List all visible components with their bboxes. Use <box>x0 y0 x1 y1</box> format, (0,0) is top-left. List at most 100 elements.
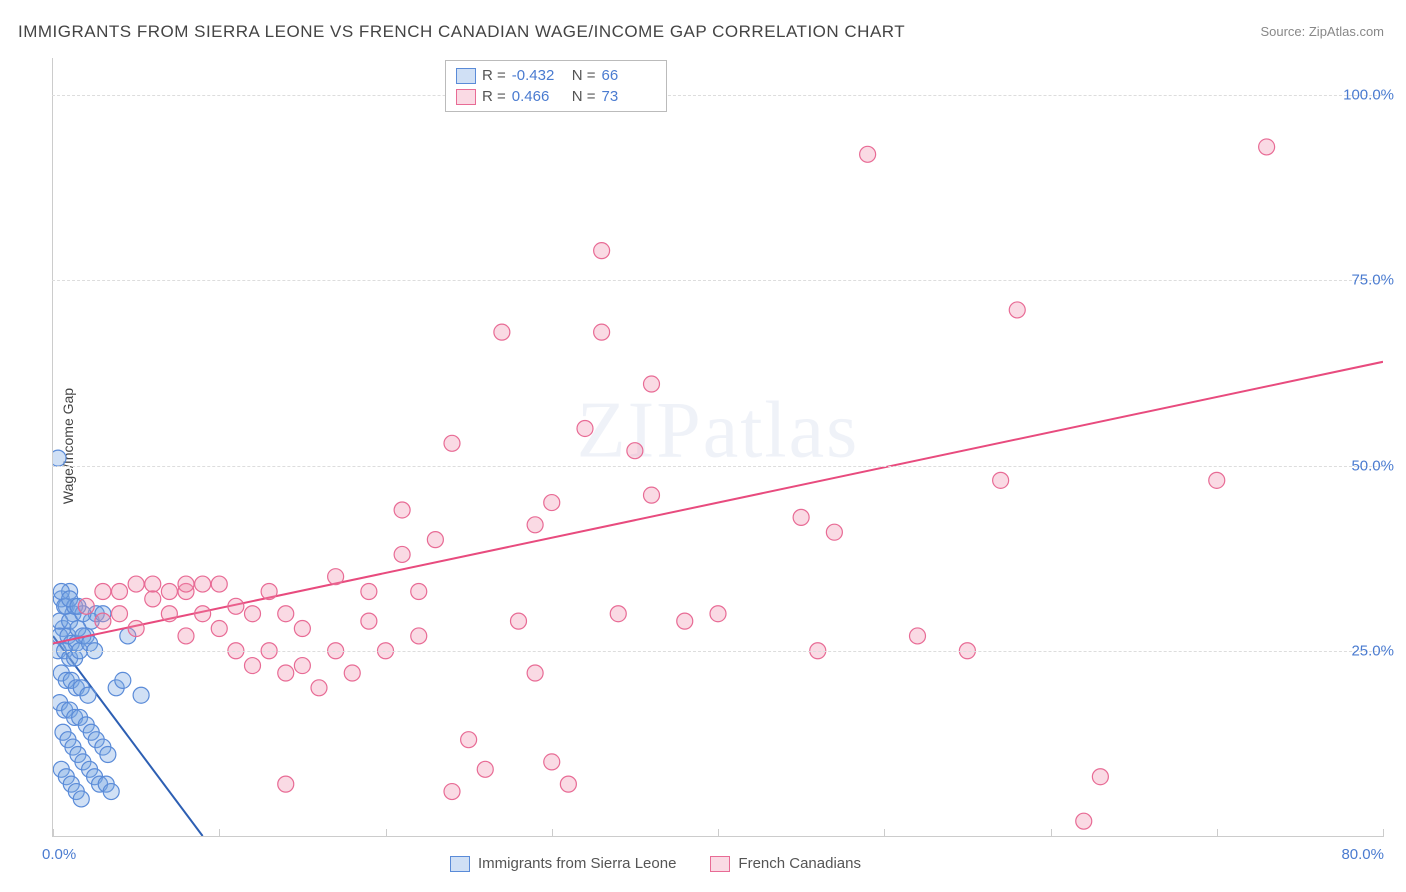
y-tick-label: 100.0% <box>1343 87 1394 104</box>
data-point <box>228 598 244 614</box>
data-point <box>100 746 116 762</box>
data-point <box>444 435 460 451</box>
x-tick <box>1217 829 1218 837</box>
data-point <box>1209 472 1225 488</box>
data-point <box>80 687 96 703</box>
data-point <box>394 546 410 562</box>
data-point <box>78 598 94 614</box>
data-point <box>70 746 86 762</box>
data-point <box>73 791 89 807</box>
data-point <box>53 583 69 599</box>
stats-legend: R =-0.432N =66R =0.466N =73 <box>445 60 667 112</box>
data-point <box>527 665 543 681</box>
x-origin-label: 0.0% <box>42 846 76 863</box>
n-label: N = <box>572 65 596 86</box>
data-point <box>87 769 103 785</box>
gridline <box>52 95 1382 96</box>
data-point <box>328 569 344 585</box>
n-value: 73 <box>602 86 656 107</box>
trend-line <box>53 362 1383 644</box>
data-point <box>83 613 99 629</box>
data-point <box>53 450 66 466</box>
data-point <box>95 606 111 622</box>
data-point <box>461 732 477 748</box>
data-point <box>128 621 144 637</box>
y-tick-label: 50.0% <box>1351 457 1394 474</box>
y-tick-label: 25.0% <box>1351 642 1394 659</box>
data-point <box>544 754 560 770</box>
data-point <box>75 754 91 770</box>
data-point <box>278 776 294 792</box>
data-point <box>92 776 108 792</box>
data-point <box>361 613 377 629</box>
data-point <box>178 576 194 592</box>
data-point <box>112 583 128 599</box>
chart-title: IMMIGRANTS FROM SIERRA LEONE VS FRENCH C… <box>18 22 905 42</box>
data-point <box>344 665 360 681</box>
data-point <box>411 583 427 599</box>
data-point <box>115 672 131 688</box>
data-point <box>55 724 71 740</box>
data-point <box>63 776 79 792</box>
data-point <box>68 680 84 696</box>
data-point <box>1076 813 1092 829</box>
x-tick <box>386 829 387 837</box>
data-point <box>494 324 510 340</box>
data-point <box>161 583 177 599</box>
data-point <box>68 635 84 651</box>
data-point <box>98 776 114 792</box>
data-point <box>72 709 88 725</box>
legend-swatch <box>710 856 730 872</box>
data-point <box>70 598 86 614</box>
data-point <box>53 628 68 644</box>
legend-label: French Canadians <box>738 855 861 872</box>
x-tick <box>53 829 54 837</box>
stats-row: R =0.466N =73 <box>456 86 656 107</box>
data-point <box>75 606 91 622</box>
data-point <box>67 709 83 725</box>
data-point <box>88 606 104 622</box>
data-point <box>53 591 69 607</box>
data-point <box>860 146 876 162</box>
data-point <box>60 628 76 644</box>
data-point <box>82 635 98 651</box>
data-point <box>68 784 84 800</box>
data-point <box>211 576 227 592</box>
data-point <box>95 739 111 755</box>
watermark: ZIPatlas <box>577 386 860 477</box>
data-point <box>278 665 294 681</box>
data-point <box>53 695 68 711</box>
data-point <box>95 583 111 599</box>
data-point <box>58 598 74 614</box>
r-label: R = <box>482 86 506 107</box>
data-point <box>577 420 593 436</box>
data-point <box>610 606 626 622</box>
data-point <box>53 761 69 777</box>
chart-svg <box>53 58 1383 836</box>
data-point <box>195 576 211 592</box>
data-point <box>1259 139 1275 155</box>
data-point <box>145 591 161 607</box>
bottom-legend: Immigrants from Sierra Leone French Canad… <box>450 855 861 872</box>
stats-row: R =-0.432N =66 <box>456 65 656 86</box>
data-point <box>67 650 83 666</box>
legend-swatch <box>456 68 476 84</box>
trend-line <box>53 636 203 836</box>
data-point <box>594 324 610 340</box>
x-tick <box>552 829 553 837</box>
data-point <box>103 784 119 800</box>
data-point <box>62 702 78 718</box>
x-tick <box>884 829 885 837</box>
chart-source: Source: ZipAtlas.com <box>1260 24 1384 39</box>
data-point <box>65 606 81 622</box>
x-tick <box>1051 829 1052 837</box>
data-point <box>112 606 128 622</box>
data-point <box>560 776 576 792</box>
n-value: 66 <box>602 65 656 86</box>
data-point <box>58 769 74 785</box>
data-point <box>55 621 71 637</box>
data-point <box>361 583 377 599</box>
gridline <box>52 651 1382 652</box>
data-point <box>62 650 78 666</box>
legend-item: Immigrants from Sierra Leone <box>450 855 676 872</box>
